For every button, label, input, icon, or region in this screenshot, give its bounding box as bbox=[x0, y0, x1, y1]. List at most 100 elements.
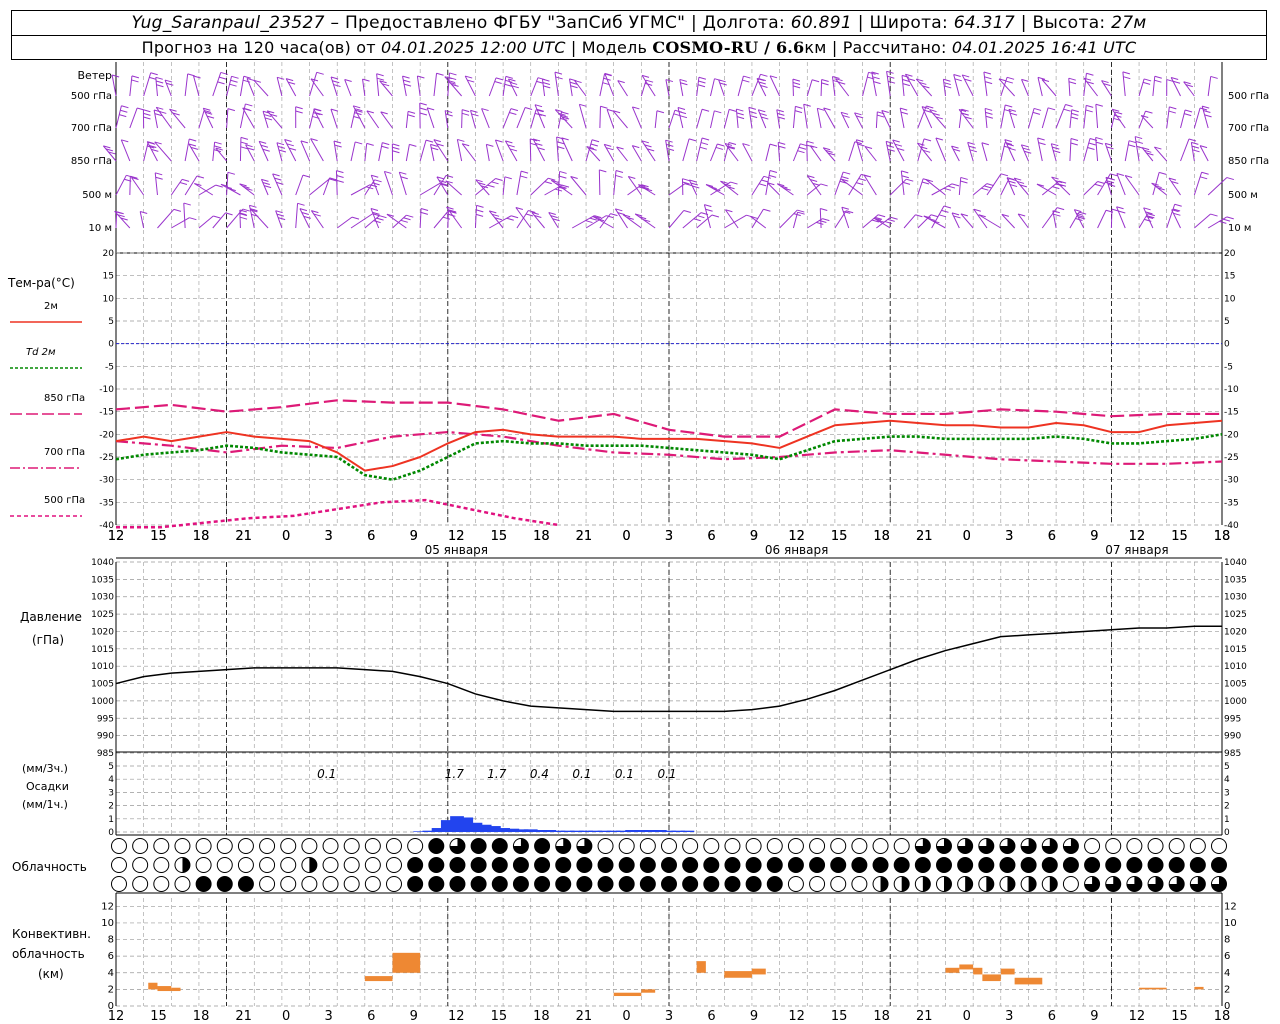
wind-barb bbox=[336, 216, 353, 229]
precip-bar bbox=[569, 830, 584, 832]
wind-barb bbox=[1000, 178, 1010, 196]
wind-barb-feather bbox=[172, 112, 180, 116]
wind-barb bbox=[1124, 175, 1140, 196]
wind-barb-feather bbox=[203, 107, 211, 111]
wind-barb-feather bbox=[239, 216, 248, 220]
wind-barb bbox=[445, 180, 462, 196]
wind-barb-feather bbox=[557, 146, 565, 150]
wind-barb-feather bbox=[1116, 206, 1124, 210]
wind-barb-feather bbox=[727, 186, 735, 190]
cloud-cover-symbol bbox=[111, 876, 127, 892]
wind-barb-feather bbox=[1184, 113, 1192, 117]
wind-barb bbox=[951, 212, 960, 229]
cloud-circle bbox=[830, 857, 847, 873]
wind-barb bbox=[622, 214, 642, 229]
precip-y-tick-right: 4 bbox=[1224, 775, 1230, 785]
wind-barb-feather bbox=[225, 212, 233, 216]
wind-barb-feather bbox=[917, 142, 925, 146]
wind-barb-feather bbox=[240, 136, 249, 140]
wind-barb bbox=[515, 207, 532, 229]
wind-barb bbox=[586, 146, 601, 162]
wind-barb-feather bbox=[1068, 77, 1076, 81]
wind-barb-feather bbox=[1143, 78, 1152, 82]
wind-barb-feather bbox=[943, 78, 951, 82]
wind-barb bbox=[1141, 147, 1154, 162]
wind-barb-feather bbox=[381, 145, 389, 149]
cloud-circle bbox=[682, 876, 699, 892]
wind-barb bbox=[1143, 207, 1154, 229]
wind-barb-feather bbox=[215, 184, 223, 188]
precip-bar bbox=[533, 830, 547, 832]
cloud-circle bbox=[470, 838, 487, 854]
wind-barb-feather bbox=[728, 141, 737, 145]
wind-barb bbox=[735, 109, 739, 129]
cloud-cover-symbol bbox=[978, 857, 995, 873]
wind-barb-feather bbox=[736, 116, 745, 120]
wind-barb-feather bbox=[441, 183, 449, 187]
cloud-cover-symbol bbox=[1020, 876, 1037, 892]
wind-barb-feather bbox=[1041, 79, 1050, 82]
cloud-circle bbox=[407, 876, 424, 892]
cloud-cover-symbol bbox=[682, 857, 699, 873]
wind-barb-feather bbox=[1004, 139, 1012, 143]
cloud-cover-symbol bbox=[1211, 876, 1227, 892]
wind-barb-feather bbox=[968, 145, 976, 149]
wind-barb-feather bbox=[520, 175, 528, 179]
cloud-circle bbox=[491, 857, 508, 873]
wind-barb-feather bbox=[277, 145, 286, 149]
cloud-cover-symbol bbox=[893, 876, 910, 892]
convective-cloud-bar bbox=[959, 964, 974, 970]
wind-barb-feather bbox=[379, 80, 387, 84]
precip-bar bbox=[588, 830, 603, 832]
wind-barb-feather bbox=[644, 188, 653, 192]
wind-barb-feather bbox=[960, 176, 968, 180]
convective-cloud-bar bbox=[157, 986, 172, 992]
cloud-cover-symbol bbox=[872, 857, 889, 873]
wind-barb-feather bbox=[417, 75, 425, 79]
cloud-cover-symbol bbox=[132, 838, 149, 854]
time-label-bottom: 18 bbox=[873, 1009, 890, 1024]
wind-barb bbox=[1017, 213, 1029, 229]
wind-barb bbox=[561, 137, 573, 162]
wind-barb bbox=[541, 79, 546, 97]
wind-barb-feather bbox=[932, 220, 940, 224]
wind-barb bbox=[474, 205, 478, 229]
cloud-cover-symbol bbox=[978, 838, 995, 854]
wind-barb bbox=[792, 143, 801, 162]
cloud-circle bbox=[851, 838, 868, 854]
wind-barb-feather bbox=[189, 217, 197, 221]
wind-barb-feather bbox=[1047, 107, 1056, 111]
cloud-circle bbox=[872, 857, 889, 873]
wind-barb-feather bbox=[1147, 213, 1155, 217]
wind-barb-feather bbox=[720, 180, 728, 184]
wind-barb bbox=[212, 212, 226, 229]
wind-barb bbox=[129, 107, 138, 129]
wind-barb bbox=[696, 109, 703, 129]
wind-barb-feather bbox=[505, 79, 513, 83]
wind-barb bbox=[917, 138, 925, 162]
wind-barb bbox=[502, 76, 507, 97]
wind-barb-feather bbox=[245, 187, 253, 191]
wind-barb bbox=[322, 177, 331, 196]
pressure-y-tick: 995 bbox=[97, 714, 114, 724]
wind-barb-feather bbox=[206, 115, 215, 119]
wind-barb bbox=[114, 211, 131, 229]
wind-barb-feather bbox=[495, 77, 504, 81]
wind-barb-feather bbox=[376, 77, 385, 81]
wind-barb-feather bbox=[487, 184, 495, 188]
wind-barb-feather bbox=[374, 179, 382, 183]
time-label-mid: 21 bbox=[916, 529, 933, 544]
cloud-fill bbox=[915, 838, 931, 854]
wind-barb-feather bbox=[1173, 212, 1181, 216]
wind-barb-feather bbox=[336, 179, 344, 183]
wind-barb bbox=[960, 213, 974, 229]
cloud-circle bbox=[470, 857, 487, 873]
wind-barb bbox=[1021, 79, 1029, 97]
wind-barb-feather bbox=[944, 85, 952, 89]
wind-barb-feather bbox=[604, 143, 612, 147]
wind-barb-feather bbox=[820, 183, 828, 187]
cloud-cover-symbol bbox=[618, 857, 635, 873]
wind-level-label: 10 м bbox=[89, 223, 112, 234]
wind-barb-feather bbox=[596, 218, 605, 222]
cloud-cover-symbol bbox=[386, 838, 402, 854]
